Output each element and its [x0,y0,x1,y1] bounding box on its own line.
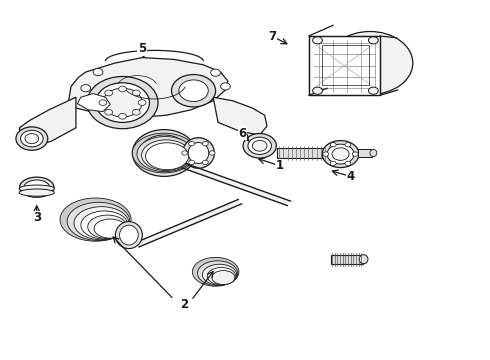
Ellipse shape [182,138,215,168]
Text: 6: 6 [239,127,246,140]
Ellipse shape [132,133,196,173]
Ellipse shape [120,225,138,245]
Circle shape [345,143,351,147]
Ellipse shape [202,264,237,285]
Circle shape [209,151,215,155]
Circle shape [211,69,220,76]
Circle shape [368,87,378,94]
Ellipse shape [322,141,359,168]
Ellipse shape [116,222,143,248]
Circle shape [138,100,146,105]
Circle shape [189,160,195,165]
Polygon shape [20,97,76,148]
Circle shape [313,87,322,94]
Bar [309,36,380,95]
Bar [331,255,363,264]
Ellipse shape [248,137,271,154]
Ellipse shape [19,189,54,196]
Text: 7: 7 [268,30,276,42]
Ellipse shape [87,77,158,129]
Circle shape [119,86,126,92]
Ellipse shape [212,271,235,284]
Ellipse shape [24,180,49,194]
Circle shape [330,143,336,147]
Polygon shape [182,163,291,206]
Ellipse shape [188,143,209,163]
Ellipse shape [96,83,149,122]
Text: 3: 3 [33,211,41,224]
Circle shape [81,85,91,92]
Ellipse shape [74,207,129,240]
Circle shape [132,90,140,96]
Circle shape [313,37,322,44]
Ellipse shape [243,134,276,158]
Circle shape [182,151,188,155]
Ellipse shape [94,219,126,238]
Ellipse shape [370,149,377,157]
Ellipse shape [19,185,54,192]
Ellipse shape [332,148,349,161]
Ellipse shape [179,80,208,102]
Bar [277,148,336,158]
Bar [322,45,369,85]
Ellipse shape [132,130,196,176]
Ellipse shape [137,136,194,172]
Ellipse shape [192,257,239,286]
Circle shape [352,152,358,156]
Ellipse shape [252,140,267,151]
Circle shape [189,141,195,146]
Ellipse shape [327,144,354,164]
Ellipse shape [197,261,238,286]
Polygon shape [69,58,228,117]
Ellipse shape [207,267,236,285]
Ellipse shape [25,134,39,144]
Text: 4: 4 [346,170,354,183]
Ellipse shape [21,130,43,147]
Ellipse shape [20,177,54,197]
Circle shape [202,160,208,165]
Text: 1: 1 [275,159,283,172]
Circle shape [368,37,378,44]
Polygon shape [213,97,267,135]
Circle shape [105,90,113,96]
Polygon shape [77,94,110,112]
Ellipse shape [81,211,128,239]
Ellipse shape [60,198,131,241]
Bar [309,36,380,95]
Circle shape [119,113,126,119]
Ellipse shape [103,88,142,117]
Ellipse shape [172,75,216,107]
Ellipse shape [146,143,189,170]
Ellipse shape [88,215,127,239]
Ellipse shape [140,135,189,171]
Circle shape [202,141,208,146]
Circle shape [330,161,336,166]
Bar [358,149,372,157]
Circle shape [323,152,329,156]
Ellipse shape [16,127,48,150]
Text: 5: 5 [138,42,146,55]
Circle shape [105,109,113,115]
Circle shape [220,83,230,90]
Ellipse shape [142,140,191,171]
Ellipse shape [359,255,368,264]
Ellipse shape [327,32,413,95]
Circle shape [99,100,107,105]
Text: 2: 2 [180,298,188,311]
Circle shape [93,68,103,76]
Ellipse shape [67,202,130,240]
Circle shape [345,161,351,166]
Circle shape [132,109,140,115]
Polygon shape [136,199,242,247]
